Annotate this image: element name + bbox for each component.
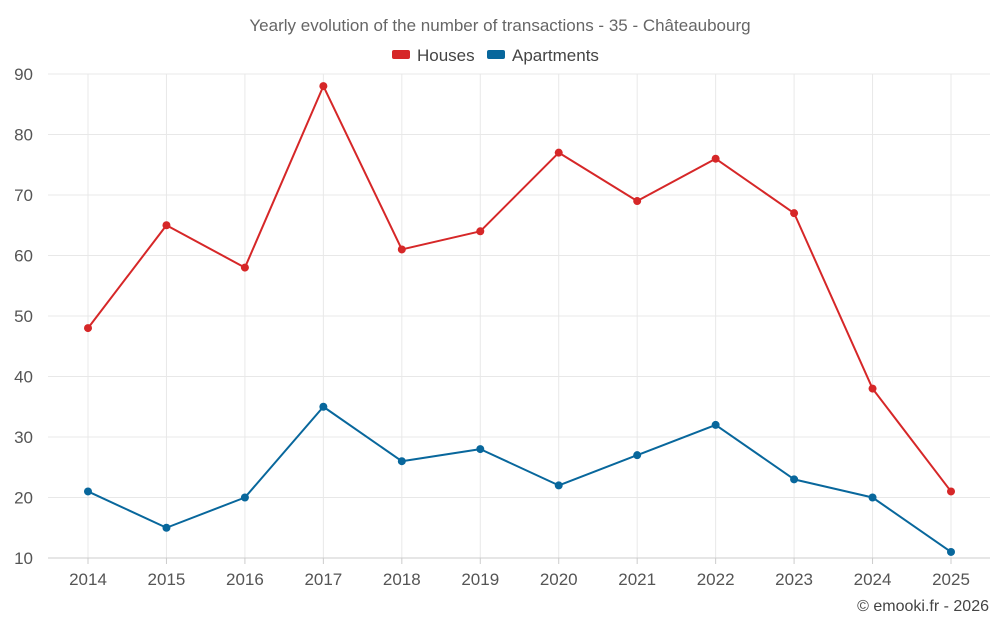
x-tick-label-2023: 2023 xyxy=(775,570,813,589)
x-tick-label-2017: 2017 xyxy=(304,570,342,589)
x-tick-label-2018: 2018 xyxy=(383,570,421,589)
x-tick-label-2014: 2014 xyxy=(69,570,107,589)
data-point-apartments-2022[interactable] xyxy=(711,420,720,429)
data-point-houses-2019[interactable] xyxy=(476,227,485,236)
data-point-houses-2020[interactable] xyxy=(554,148,563,157)
x-axis-tick-labels: 2014 2015 2016 2017 2018 2019 2020 2021 2022 2023… xyxy=(69,570,970,589)
x-tick-label-2025: 2025 xyxy=(932,570,970,589)
x-tick-label-2022: 2022 xyxy=(697,570,735,589)
data-point-houses-2023[interactable] xyxy=(790,209,799,218)
x-tick-label-2019: 2019 xyxy=(461,570,499,589)
data-point-apartments-2016[interactable] xyxy=(240,493,249,502)
y-tick-label-90: 90 xyxy=(14,65,33,84)
data-point-houses-2018[interactable] xyxy=(397,245,406,254)
data-point-houses-2015[interactable] xyxy=(162,221,171,230)
data-point-apartments-2024[interactable] xyxy=(868,493,877,502)
legend-label-houses: Houses xyxy=(417,46,475,65)
data-point-apartments-2014[interactable] xyxy=(84,487,92,496)
data-point-apartments-2015[interactable] xyxy=(162,523,171,532)
data-point-apartments-2025[interactable] xyxy=(947,547,955,556)
data-point-apartments-2017[interactable] xyxy=(319,402,328,411)
data-point-houses-2024[interactable] xyxy=(868,384,877,393)
series-line-houses xyxy=(87,85,952,493)
data-point-apartments-2018[interactable] xyxy=(397,457,406,466)
x-tick-label-2020: 2020 xyxy=(540,570,578,589)
legend-swatch-houses xyxy=(392,50,410,59)
y-tick-label-30: 30 xyxy=(14,428,33,447)
y-tick-label-40: 40 xyxy=(14,368,33,387)
series-houses xyxy=(84,82,955,496)
series-apartments xyxy=(84,402,955,556)
legend-item-houses[interactable]: Houses xyxy=(392,46,475,65)
data-point-houses-2017[interactable] xyxy=(319,82,328,91)
legend-item-apartments[interactable]: Apartments xyxy=(487,46,599,65)
y-axis-tick-labels: 10 20 30 40 50 60 70 80 90 xyxy=(14,65,33,568)
data-point-houses-2025[interactable] xyxy=(947,487,955,496)
x-tick-label-2016: 2016 xyxy=(226,570,264,589)
y-tick-label-80: 80 xyxy=(14,126,33,145)
legend: Houses Apartments xyxy=(392,46,599,65)
x-gridlines xyxy=(87,74,952,564)
y-tick-label-20: 20 xyxy=(14,489,33,508)
data-point-houses-2022[interactable] xyxy=(711,154,720,163)
x-tick-label-2021: 2021 xyxy=(618,570,656,589)
y-tick-label-70: 70 xyxy=(14,186,33,205)
x-tick-label-2015: 2015 xyxy=(148,570,186,589)
series-layer xyxy=(84,82,955,556)
data-point-apartments-2023[interactable] xyxy=(790,475,799,484)
y-gridlines xyxy=(48,73,990,498)
y-tick-label-10: 10 xyxy=(14,549,33,568)
data-point-apartments-2019[interactable] xyxy=(476,445,485,454)
data-point-apartments-2021[interactable] xyxy=(633,451,642,460)
x-tick-label-2024: 2024 xyxy=(854,570,892,589)
series-line-apartments xyxy=(87,405,952,553)
legend-swatch-apartments xyxy=(487,50,505,59)
data-point-houses-2016[interactable] xyxy=(240,263,249,272)
credit-text: © emooki.fr - 2026 xyxy=(857,598,989,615)
chart-title: Yearly evolution of the number of transa… xyxy=(249,16,750,35)
y-tick-label-60: 60 xyxy=(14,247,33,266)
data-point-houses-2014[interactable] xyxy=(84,324,92,333)
data-point-apartments-2020[interactable] xyxy=(554,481,563,490)
y-tick-label-50: 50 xyxy=(14,307,33,326)
legend-label-apartments: Apartments xyxy=(512,46,599,65)
data-point-houses-2021[interactable] xyxy=(633,197,642,206)
